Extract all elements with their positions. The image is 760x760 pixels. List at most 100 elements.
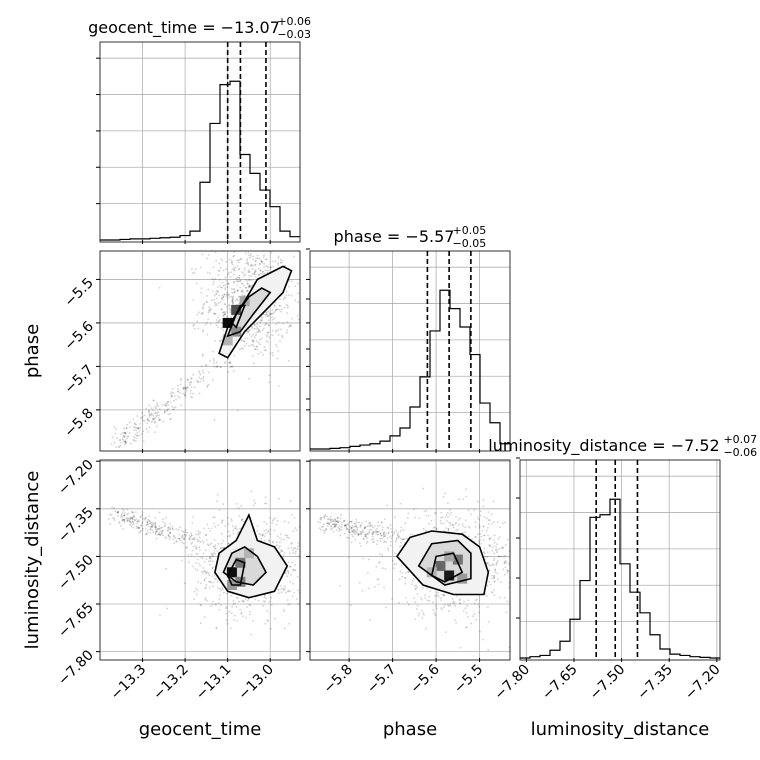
scatter-point — [261, 337, 263, 340]
scatter-point — [479, 538, 482, 541]
scatter-point — [372, 537, 375, 540]
scatter-point — [276, 308, 279, 311]
scatter-point — [272, 518, 275, 521]
scatter-point — [379, 532, 382, 535]
scatter-point — [146, 521, 149, 523]
scatter-point — [202, 567, 205, 569]
scatter-point — [266, 265, 268, 268]
scatter-point — [209, 563, 211, 566]
scatter-point — [217, 320, 220, 323]
tick-label-y: −7.20 — [55, 457, 97, 499]
scatter-point — [352, 531, 354, 533]
scatter-point — [202, 304, 205, 306]
scatter-point — [127, 517, 130, 520]
scatter-point — [330, 519, 333, 521]
scatter-point — [177, 528, 180, 531]
scatter-point — [241, 289, 244, 292]
scatter-point — [184, 394, 186, 396]
scatter-point — [477, 540, 480, 542]
scatter-point — [277, 255, 280, 258]
tick-label-x: −7.35 — [634, 662, 676, 704]
scatter-point — [213, 550, 216, 552]
scatter-point — [186, 386, 189, 389]
scatter-point — [266, 619, 269, 621]
scatter-point — [280, 308, 283, 311]
scatter-point — [341, 529, 343, 531]
scatter-point — [246, 258, 249, 261]
scatter-point — [266, 311, 268, 314]
scatter-point — [479, 514, 482, 517]
scatter-point — [132, 516, 135, 518]
scatter-point — [268, 314, 270, 317]
scatter-point — [230, 612, 233, 615]
scatter-point — [447, 528, 450, 530]
scatter-point — [272, 540, 274, 543]
scatter-point — [499, 526, 501, 529]
scatter-point — [166, 529, 169, 532]
scatter-point — [238, 515, 241, 517]
scatter-point — [291, 595, 294, 598]
scatter-point — [206, 543, 209, 546]
scatter-point — [154, 531, 157, 534]
scatter-point — [210, 527, 213, 530]
scatter-point — [459, 602, 461, 605]
scatter-point — [154, 413, 156, 415]
scatter-point — [468, 526, 471, 529]
scatter-point — [148, 409, 150, 412]
scatter-point — [421, 598, 423, 601]
scatter-point — [214, 547, 217, 550]
scatter-point — [169, 532, 172, 535]
scatter-point — [206, 271, 209, 274]
scatter-point — [333, 523, 336, 525]
scatter-point — [493, 589, 495, 591]
scatter-point — [286, 536, 288, 539]
scatter-point — [370, 529, 372, 531]
scatter-point — [294, 550, 297, 553]
scatter-point — [222, 588, 224, 591]
scatter-point — [135, 440, 137, 442]
scatter-point — [176, 390, 179, 393]
scatter-point — [147, 411, 150, 414]
scatter-point — [240, 289, 243, 292]
scatter-point — [230, 295, 233, 298]
scatter-point — [202, 377, 205, 380]
scatter-point — [156, 404, 159, 406]
scatter-point — [117, 511, 120, 514]
scatter-point — [276, 541, 278, 543]
scatter-point — [353, 525, 355, 528]
scatter-point — [465, 488, 467, 491]
scatter-point — [220, 308, 223, 310]
scatter-point — [483, 534, 486, 537]
scatter-point — [255, 340, 258, 343]
scatter-point — [140, 524, 142, 526]
scatter-point — [263, 265, 266, 268]
scatter-point — [254, 598, 257, 601]
scatter-point — [257, 327, 259, 330]
scatter-point — [209, 560, 212, 563]
scatter-point — [380, 534, 383, 537]
scatter-point — [504, 554, 507, 557]
scatter-point — [239, 608, 242, 611]
scatter-point — [136, 522, 139, 525]
scatter-point — [132, 523, 134, 526]
scatter-point — [235, 606, 238, 608]
scatter-point — [148, 426, 151, 429]
scatter-point — [393, 531, 396, 533]
scatter-point — [245, 616, 247, 619]
scatter-point — [136, 520, 139, 523]
scatter-point — [236, 284, 239, 287]
scatter-point — [212, 554, 215, 557]
scatter-point — [387, 532, 390, 534]
scatter-point — [371, 524, 373, 527]
scatter-point — [487, 648, 490, 651]
scatter-point — [270, 604, 273, 607]
scatter-point — [323, 523, 325, 526]
scatter-point — [286, 312, 288, 314]
scatter-point — [125, 441, 127, 444]
scatter-point — [290, 574, 292, 576]
tick-label-y: −5.5 — [61, 275, 96, 310]
scatter-point — [170, 394, 173, 397]
scatter-point — [200, 291, 203, 294]
scatter-point — [247, 269, 250, 271]
